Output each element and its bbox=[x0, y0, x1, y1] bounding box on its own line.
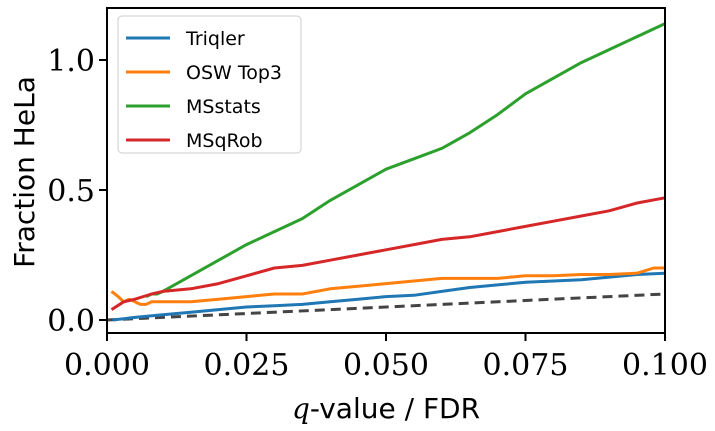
series-line-msqrob bbox=[110, 196, 666, 311]
series-line-osw-top3 bbox=[110, 266, 665, 306]
legend-label: Triqler bbox=[185, 28, 245, 50]
x-axis: 0.000 0.025 0.050 0.075 0.100 bbox=[64, 333, 708, 383]
y-tick-label: 0.0 bbox=[47, 304, 95, 339]
series-line-triqler bbox=[112, 271, 666, 322]
reference-line bbox=[106, 292, 666, 322]
plot-area bbox=[106, 22, 666, 322]
x-axis-label-q: q bbox=[292, 392, 310, 425]
y-axis-label: Fraction HeLa bbox=[8, 76, 41, 268]
legend-label: OSW Top3 bbox=[186, 62, 282, 84]
x-tick-label: 0.000 bbox=[64, 348, 150, 383]
x-tick-label: 0.050 bbox=[343, 348, 429, 383]
x-axis-label: q-value / FDR bbox=[292, 392, 480, 425]
y-tick-label: 0.5 bbox=[47, 174, 95, 209]
legend-box bbox=[117, 15, 302, 154]
y-tick-label: 1.0 bbox=[47, 44, 95, 79]
y-axis: 0.0 0.5 1.0 bbox=[47, 44, 107, 339]
x-tick-label: 0.100 bbox=[622, 348, 708, 383]
legend-label: MSqRob bbox=[186, 130, 263, 152]
x-tick-label: 0.025 bbox=[204, 348, 290, 383]
x-tick-label: 0.075 bbox=[483, 348, 569, 383]
series-line-msstats bbox=[145, 22, 666, 298]
legend-label: MSstats bbox=[186, 96, 261, 118]
x-axis-label-rest: -value / FDR bbox=[310, 392, 480, 425]
legend: Triqler OSW Top3 MSstats MSqRob bbox=[117, 15, 302, 154]
